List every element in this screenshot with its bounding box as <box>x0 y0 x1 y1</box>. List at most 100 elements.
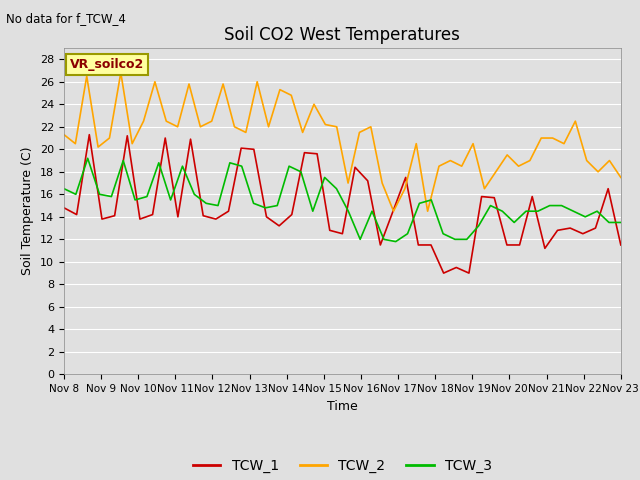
TCW_2 <box>344 180 352 186</box>
TCW_1 <box>60 205 68 211</box>
TCW_2 <box>356 130 364 135</box>
TCW_1 <box>566 225 574 231</box>
TCW_3 <box>499 208 506 214</box>
TCW_3 <box>356 237 364 242</box>
TCW_1 <box>364 178 372 184</box>
TCW_3 <box>415 201 423 206</box>
TCW_2 <box>117 70 125 76</box>
TCW_1 <box>111 213 118 218</box>
TCW_1 <box>351 165 359 170</box>
TCW_2 <box>435 163 443 169</box>
TCW_1 <box>579 231 587 237</box>
TCW_2 <box>401 186 409 192</box>
TCW_3 <box>428 197 435 203</box>
TCW_1 <box>275 223 283 228</box>
TCW_2 <box>605 157 613 163</box>
TCW_1 <box>73 212 81 217</box>
TCW_1 <box>529 194 536 200</box>
TCW_1 <box>376 242 384 248</box>
TCW_2 <box>572 118 579 124</box>
TCW_1 <box>98 216 106 222</box>
TCW_1 <box>604 186 612 192</box>
TCW_3 <box>84 156 92 161</box>
TCW_1 <box>148 212 156 217</box>
TCW_1 <box>617 242 625 248</box>
TCW_1 <box>301 150 308 156</box>
TCW_2 <box>390 208 397 214</box>
TCW_2 <box>242 130 250 135</box>
TCW_3 <box>214 203 222 208</box>
Text: No data for f_TCW_4: No data for f_TCW_4 <box>6 12 126 25</box>
TCW_2 <box>208 118 216 124</box>
TCW_3 <box>72 192 80 197</box>
Text: VR_soilco2: VR_soilco2 <box>70 58 144 71</box>
TCW_1 <box>237 145 245 151</box>
TCW_3 <box>344 208 352 214</box>
TCW_3 <box>475 223 483 228</box>
TCW_3 <box>617 219 625 225</box>
TCW_2 <box>458 163 465 169</box>
TCW_2 <box>310 101 318 107</box>
TCW_2 <box>287 92 295 98</box>
TCW_2 <box>185 81 193 87</box>
TCW_3 <box>96 192 104 197</box>
TCW_3 <box>368 208 376 214</box>
TCW_1 <box>554 228 561 233</box>
TCW_1 <box>212 216 220 222</box>
TCW_3 <box>321 175 328 180</box>
TCW_2 <box>106 135 113 141</box>
TCW_1 <box>503 242 511 248</box>
TCW_3 <box>262 205 269 211</box>
TCW_3 <box>522 208 530 214</box>
TCW_1 <box>199 213 207 218</box>
X-axis label: Time: Time <box>327 400 358 413</box>
TCW_2 <box>367 124 374 130</box>
Legend: TCW_1, TCW_2, TCW_3: TCW_1, TCW_2, TCW_3 <box>187 453 498 479</box>
TCW_1 <box>174 214 182 220</box>
TCW_1 <box>465 270 473 276</box>
TCW_3 <box>404 231 412 237</box>
TCW_1 <box>452 264 460 270</box>
TCW_3 <box>238 163 246 169</box>
TCW_1 <box>225 208 232 214</box>
TCW_3 <box>380 237 388 242</box>
TCW_1 <box>591 225 599 231</box>
TCW_2 <box>230 124 238 130</box>
TCW_3 <box>451 237 459 242</box>
TCW_3 <box>593 208 601 214</box>
TCW_3 <box>143 194 151 200</box>
TCW_3 <box>60 186 68 192</box>
TCW_2 <box>469 141 477 146</box>
TCW_3 <box>179 163 186 169</box>
TCW_2 <box>412 141 420 146</box>
TCW_2 <box>424 208 431 214</box>
TCW_3 <box>167 197 175 203</box>
TCW_1 <box>427 242 435 248</box>
TCW_1 <box>516 242 524 248</box>
TCW_1 <box>86 132 93 138</box>
TCW_1 <box>402 175 410 180</box>
TCW_1 <box>415 242 422 248</box>
TCW_2 <box>560 141 568 146</box>
TCW_3 <box>226 160 234 166</box>
TCW_2 <box>140 118 147 124</box>
TCW_2 <box>503 152 511 158</box>
TCW_1 <box>477 194 485 200</box>
TCW_3 <box>557 203 565 208</box>
TCW_1 <box>440 270 447 276</box>
TCW_1 <box>136 216 144 222</box>
TCW_2 <box>594 169 602 175</box>
TCW_2 <box>617 175 625 180</box>
TCW_3 <box>131 197 139 203</box>
TCW_3 <box>439 231 447 237</box>
TCW_2 <box>276 87 284 93</box>
TCW_1 <box>187 136 195 142</box>
TCW_1 <box>250 146 258 152</box>
TCW_2 <box>538 135 545 141</box>
TCW_2 <box>526 157 534 163</box>
TCW_3 <box>546 203 554 208</box>
TCW_3 <box>392 239 399 244</box>
TCW_3 <box>534 208 541 214</box>
TCW_1 <box>262 214 270 220</box>
TCW_2 <box>174 124 182 130</box>
